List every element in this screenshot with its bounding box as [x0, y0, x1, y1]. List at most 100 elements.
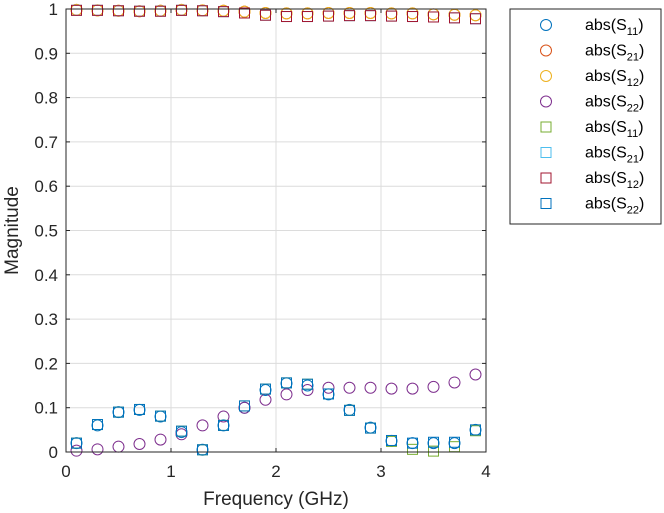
data-point	[365, 422, 376, 434]
data-point	[281, 11, 292, 23]
data-point	[196, 419, 209, 432]
legend-label: abs(S11)	[585, 17, 644, 38]
legend-label-subscript: 21	[627, 52, 639, 64]
data-point	[71, 4, 82, 16]
legend-label-end: )	[639, 170, 644, 187]
data-point	[280, 388, 293, 401]
legend-label-subscript: 22	[627, 205, 639, 217]
legend-label-end: )	[639, 145, 644, 162]
legend-label-subscript: 12	[627, 179, 639, 191]
y-tick-label: 0.4	[34, 266, 58, 285]
data-point	[92, 419, 103, 431]
series-8	[71, 377, 481, 456]
data-point	[113, 5, 124, 17]
legend-label-base: abs(S	[585, 170, 627, 187]
data-point	[197, 5, 208, 17]
legend-label-end: )	[639, 68, 644, 85]
data-point	[449, 12, 460, 24]
data-point	[365, 10, 376, 22]
legend-entry: abs(S21)	[540, 43, 644, 64]
legend-label-base: abs(S	[585, 119, 627, 136]
legend-entry: abs(S11)	[540, 17, 644, 38]
data-point	[92, 4, 103, 16]
x-tick-label: 0	[61, 462, 70, 481]
legend-label-end: )	[639, 94, 644, 111]
legend-label: abs(S11)	[585, 119, 644, 140]
data-point	[323, 10, 334, 22]
legend-marker	[540, 44, 552, 57]
legend-label-end: )	[638, 17, 643, 34]
data-point	[344, 10, 355, 22]
data-point	[134, 5, 145, 17]
y-tick-label: 0	[49, 443, 58, 462]
data-point	[407, 11, 418, 23]
legend-label-base: abs(S	[585, 43, 627, 60]
legend-marker	[540, 19, 552, 31]
legend-marker	[540, 147, 552, 158]
legend-marker	[540, 70, 552, 82]
grid-lines	[65, 8, 487, 453]
legend-label-base: abs(S	[585, 94, 627, 111]
legend-marker	[540, 172, 552, 184]
data-point	[469, 368, 482, 381]
data-point	[260, 383, 271, 395]
data-point	[155, 410, 166, 422]
data-point	[427, 380, 440, 393]
legend-box	[509, 8, 662, 225]
data-point	[386, 434, 397, 446]
data-point	[91, 443, 104, 456]
data-point	[385, 382, 398, 395]
y-tick-label: 0.5	[34, 222, 58, 241]
legend: abs(S11)abs(S21)abs(S12)abs(S22)abs(S11)…	[509, 8, 662, 225]
data-point	[344, 404, 355, 416]
y-tick-label: 0.2	[34, 354, 58, 373]
legend-label: abs(S22)	[585, 196, 644, 217]
data-point	[71, 437, 82, 449]
x-tick-label: 4	[481, 462, 490, 481]
legend-entry: abs(S22)	[540, 196, 644, 217]
legend-label-base: abs(S	[585, 68, 627, 85]
data-point	[155, 5, 166, 17]
legend-marker	[540, 95, 552, 108]
data-point	[407, 443, 418, 455]
data-point	[197, 444, 208, 456]
data-point	[449, 436, 460, 448]
data-point	[302, 11, 313, 23]
data-point	[176, 425, 187, 437]
y-axis-label: Magnitude	[2, 186, 23, 275]
data-point	[448, 376, 461, 389]
data-point	[364, 381, 377, 394]
legend-marker	[540, 121, 552, 133]
data-markers	[70, 3, 482, 457]
data-point	[386, 10, 397, 22]
y-tick-label: 0.1	[34, 399, 58, 418]
x-tick-label: 1	[166, 462, 175, 481]
legend-label: abs(S21)	[585, 43, 644, 64]
legend-label-base: abs(S	[585, 196, 627, 213]
data-point	[428, 445, 439, 457]
legend-label-subscript: 11	[627, 128, 638, 140]
legend-marker	[540, 198, 552, 209]
y-tick-label: 0.9	[34, 44, 58, 63]
y-tick-label: 0.8	[34, 89, 58, 108]
data-point	[281, 377, 292, 389]
data-point	[217, 410, 230, 423]
data-point	[134, 403, 145, 415]
data-point	[239, 400, 250, 412]
legend-label: abs(S21)	[585, 145, 644, 166]
data-point	[260, 9, 271, 21]
data-point	[322, 381, 335, 394]
legend-label-subscript: 22	[627, 103, 639, 115]
legend-label-subscript: 21	[627, 154, 639, 166]
legend-label-end: )	[639, 43, 644, 60]
legend-label-base: abs(S	[585, 17, 627, 34]
y-tick-label: 1	[49, 0, 58, 19]
data-point	[154, 433, 167, 446]
data-point	[218, 419, 229, 431]
data-point	[406, 382, 419, 395]
x-tick-label: 3	[376, 462, 385, 481]
y-tick-label: 0.6	[34, 177, 58, 196]
x-tick-label: 2	[271, 462, 280, 481]
data-point	[407, 437, 418, 449]
